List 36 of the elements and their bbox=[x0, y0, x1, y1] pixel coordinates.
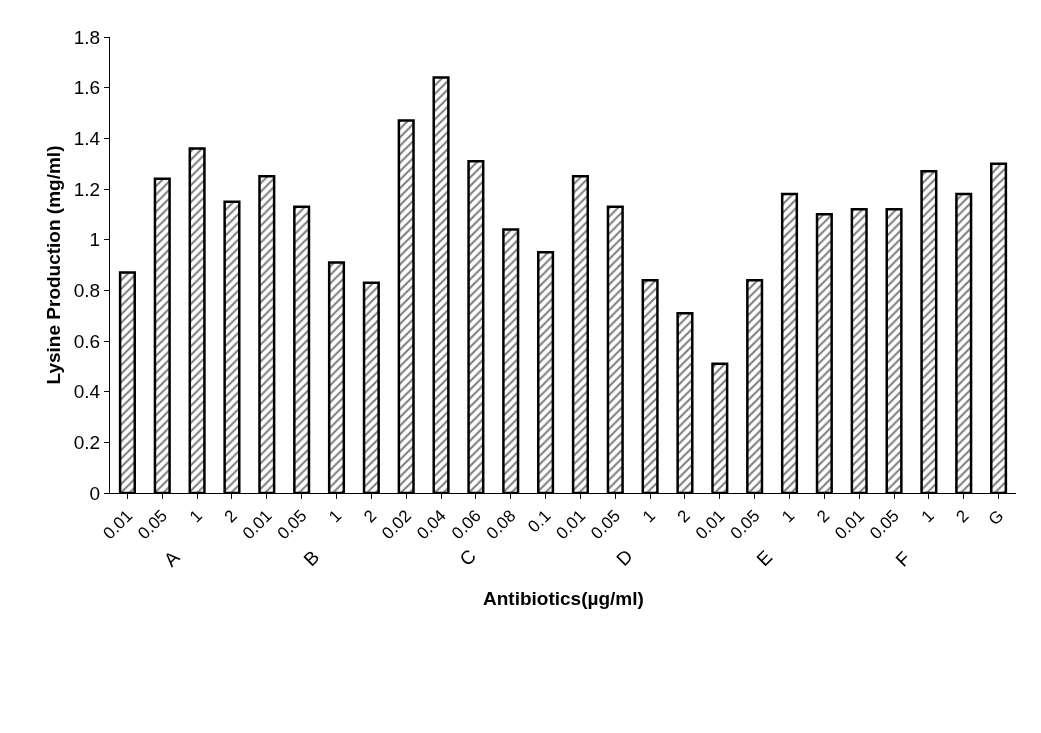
y-tick-label: 0.6 bbox=[73, 330, 101, 352]
x-tick-label: 2 bbox=[673, 506, 694, 527]
y-tick-label: 1.4 bbox=[73, 127, 101, 149]
y-tick-label: 0.2 bbox=[73, 431, 101, 453]
x-tick-label: 0.01 bbox=[691, 506, 729, 544]
x-tick-label: 1 bbox=[778, 506, 799, 527]
x-tick-label: 0.08 bbox=[482, 506, 520, 544]
y-tick-label: 1.6 bbox=[73, 77, 101, 99]
x-tick-label: 1 bbox=[325, 506, 346, 527]
x-tick-label: 2 bbox=[360, 506, 381, 527]
text: A bbox=[159, 546, 184, 571]
x-tick-label: 0.01 bbox=[238, 506, 276, 544]
y-tick-label: 0 bbox=[89, 482, 101, 504]
x-tick-label: 0.1 bbox=[524, 506, 555, 537]
text: D bbox=[612, 545, 637, 570]
x-tick-label: 0.01 bbox=[99, 506, 137, 544]
text: E bbox=[752, 546, 777, 571]
x-axis-title: Antibiotics(µg/ml) bbox=[483, 588, 644, 609]
text: B bbox=[299, 546, 324, 571]
y-tick-label: 0.8 bbox=[73, 279, 101, 301]
text: F bbox=[891, 547, 915, 571]
x-tick-label: 1 bbox=[638, 506, 659, 527]
y-tick-label: 0.4 bbox=[73, 381, 101, 403]
y-axis-title: Lysine Production (mg/ml) bbox=[42, 145, 64, 385]
y-tick-label: 1.8 bbox=[73, 26, 101, 48]
x-tick-label: G bbox=[984, 506, 1008, 530]
x-tick-label: 2 bbox=[220, 506, 241, 527]
text: C bbox=[455, 545, 480, 570]
x-tick-label: 2 bbox=[813, 506, 834, 527]
y-tick-label: 1 bbox=[89, 229, 101, 251]
x-tick-label: 2 bbox=[952, 506, 973, 527]
x-tick-label: 0.01 bbox=[552, 506, 590, 544]
y-tick-label: 1.2 bbox=[73, 178, 101, 200]
x-tick-label: 1 bbox=[185, 506, 206, 527]
x-tick-label: 1 bbox=[917, 506, 938, 527]
x-tick-label: 0.01 bbox=[831, 506, 869, 544]
